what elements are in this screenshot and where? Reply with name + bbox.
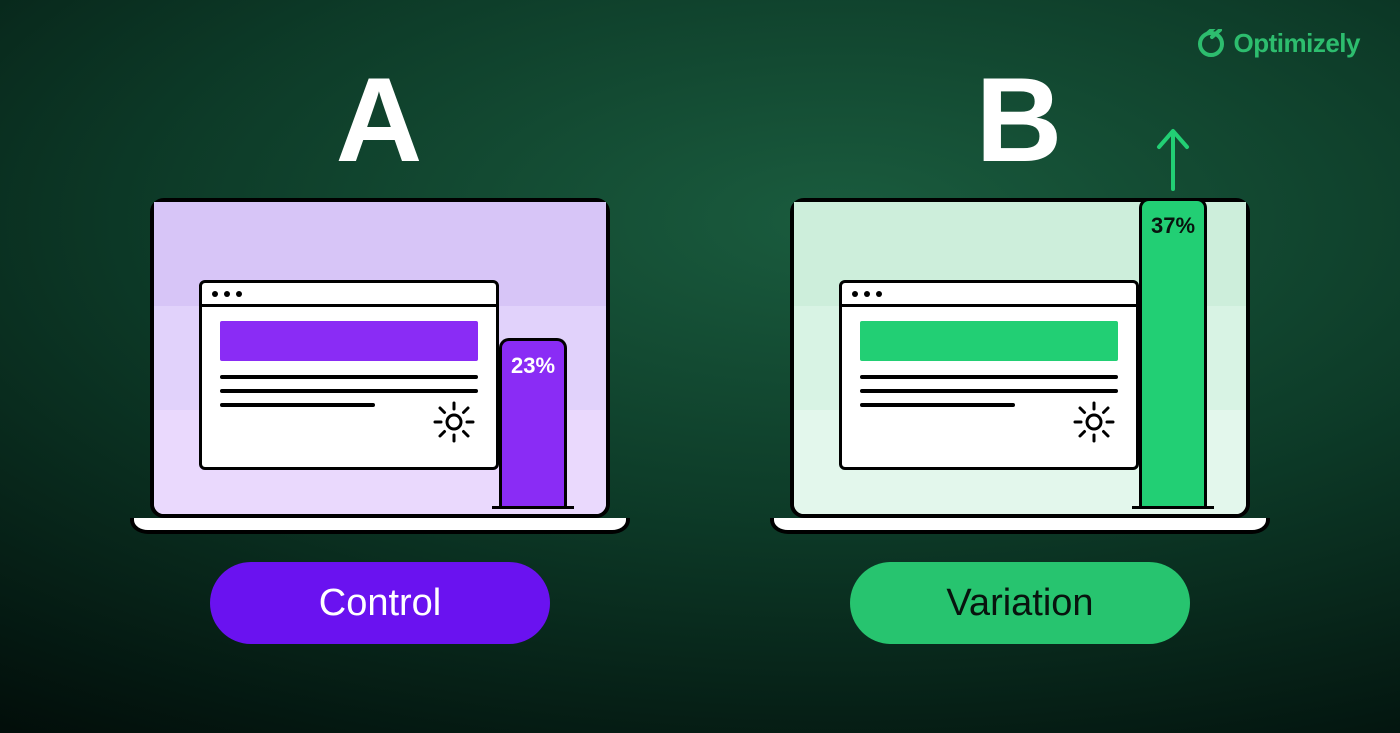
- variant-b-browser-window: [839, 280, 1139, 470]
- gear-icon: [1072, 400, 1116, 449]
- browser-titlebar: [202, 283, 496, 307]
- window-dot-icon: [236, 291, 242, 297]
- text-line-icon: [860, 389, 1118, 393]
- variant-a-letter: A: [336, 60, 425, 180]
- brand-logo: Optimizely: [1196, 28, 1360, 59]
- variant-b-column: B 37%: [760, 60, 1280, 644]
- variant-a-screen: 23%: [150, 198, 610, 518]
- window-dot-icon: [864, 291, 870, 297]
- variant-a-browser-window: [199, 280, 499, 470]
- brand-name: Optimizely: [1234, 28, 1360, 59]
- variant-b-laptop: 37%: [770, 198, 1270, 534]
- text-line-icon: [220, 375, 478, 379]
- variant-a-laptop: 23%: [130, 198, 630, 534]
- variant-b-label: Variation: [946, 582, 1093, 625]
- window-dot-icon: [224, 291, 230, 297]
- brand-logo-mark-icon: [1196, 29, 1226, 59]
- variant-b-percent-label: 37%: [1151, 213, 1195, 238]
- arrow-up-icon: [1155, 127, 1191, 197]
- text-line-icon: [860, 403, 1015, 407]
- variant-b-letter: B: [976, 60, 1065, 180]
- variant-a-percent-label: 23%: [511, 353, 555, 378]
- text-line-icon: [220, 389, 478, 393]
- variant-a-column: A 23%: [120, 60, 640, 644]
- variant-b-laptop-base: [770, 518, 1270, 534]
- variant-a-laptop-base: [130, 518, 630, 534]
- variant-a-label: Control: [319, 582, 442, 625]
- window-dot-icon: [852, 291, 858, 297]
- page-hero-block: [220, 321, 478, 361]
- ab-test-infographic: A 23%: [0, 60, 1400, 644]
- text-line-icon: [220, 403, 375, 407]
- variant-b-label-pill: Variation: [850, 562, 1190, 644]
- variant-b-screen: 37%: [790, 198, 1250, 518]
- variant-a-label-pill: Control: [210, 562, 550, 644]
- page-hero-block: [860, 321, 1118, 361]
- text-line-icon: [860, 375, 1118, 379]
- window-dot-icon: [876, 291, 882, 297]
- variant-a-result-bar: 23%: [499, 338, 567, 506]
- browser-titlebar: [842, 283, 1136, 307]
- variant-b-result-bar: 37%: [1139, 198, 1207, 506]
- gear-icon: [432, 400, 476, 449]
- window-dot-icon: [212, 291, 218, 297]
